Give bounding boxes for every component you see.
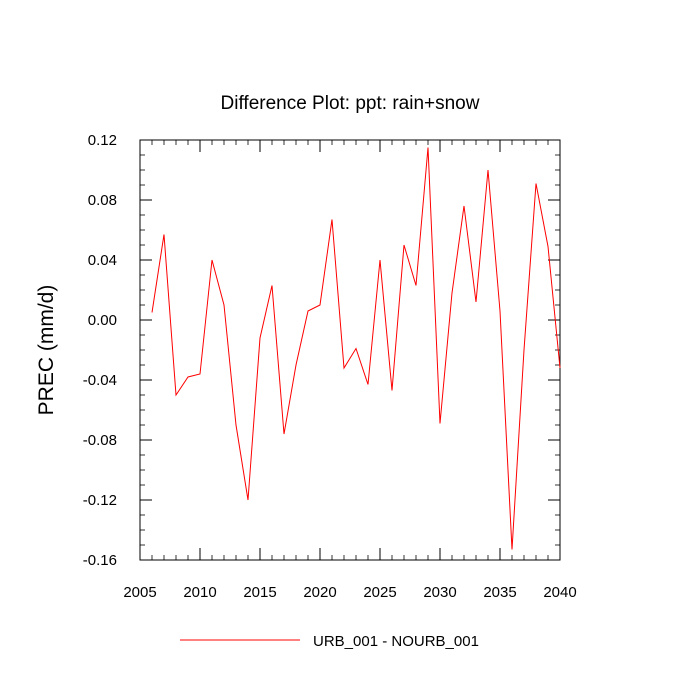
x-tick-label: 2005	[123, 584, 156, 601]
x-tick-label: 2010	[183, 584, 216, 601]
series-layer	[151, 147, 561, 550]
y-axis-label: PREC (mm/d)	[35, 285, 58, 416]
axis-tick-labels: 2005 2010 2015 2020 2025 2030 2035 2040 -0.16 -0.…	[83, 132, 577, 601]
y-tick-label: -0.12	[83, 492, 117, 509]
legend: URB_001 - NOURB_001	[180, 633, 479, 650]
x-tick-label: 2040	[543, 584, 576, 601]
y-tick-label: -0.16	[83, 552, 117, 569]
y-tick-label: -0.08	[83, 432, 117, 449]
y-tick-label: 0.08	[88, 192, 117, 209]
x-tick-label: 2025	[363, 584, 396, 601]
y-tick-label: 0.12	[88, 132, 117, 149]
y-tick-label: 0.04	[88, 252, 117, 269]
x-tick-label: 2035	[483, 584, 516, 601]
x-tick-label: 2020	[303, 584, 336, 601]
legend-label: URB_001 - NOURB_001	[313, 633, 479, 650]
y-tick-label: -0.04	[83, 372, 117, 389]
series-line	[151, 147, 561, 550]
y-tick-label: 0.00	[88, 312, 117, 329]
x-tick-label: 2030	[423, 584, 456, 601]
x-tick-label: 2015	[243, 584, 276, 601]
chart-title: Difference Plot: ppt: rain+snow	[221, 93, 480, 114]
axis-ticks	[139, 139, 561, 561]
